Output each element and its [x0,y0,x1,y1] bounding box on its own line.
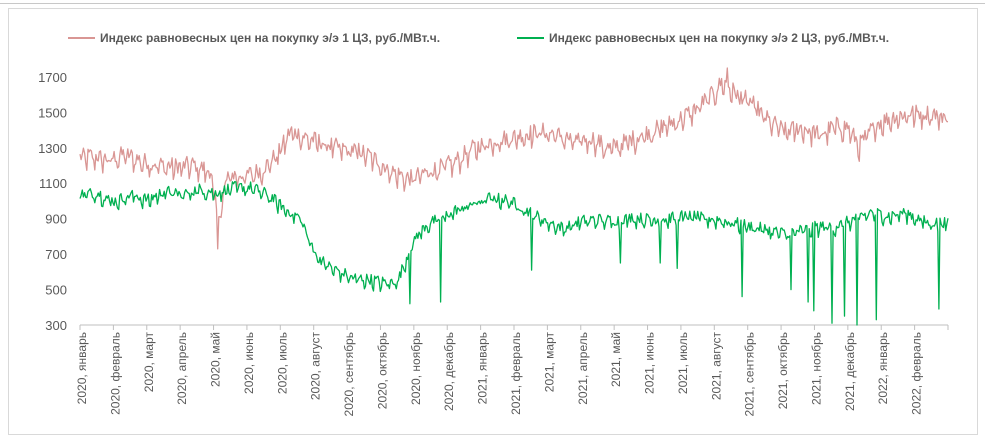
x-tick-label: 2020, февраль [108,332,122,415]
x-tick-label: 2021, июль [676,332,690,394]
y-tick-label: 1300 [38,141,67,156]
plot-area [79,67,949,326]
x-tick-label: 2021, апрель [576,332,590,405]
x-tick-label: 2022, февраль [910,332,924,415]
y-tick-label: 1100 [39,176,67,191]
x-tick-label: 2021, июнь [643,332,657,394]
y-tick-label: 700 [45,247,67,262]
x-tick-label: 2021, февраль [509,332,523,415]
legend-label-series-1: Индекс равновесных цен на покупку э/э 1 … [100,31,440,45]
legend-label-series-2: Индекс равновесных цен на покупку э/э 2 … [549,31,889,45]
x-tick-label: 2020, ноябрь [409,332,423,405]
x-tick-label: 2020, июль [275,332,289,394]
x-tick-label: 2021, март [542,332,556,393]
x-tick-label: 2020, август [309,332,323,401]
top-border-line [0,0,985,4]
y-tick-label: 1700 [38,70,67,85]
x-tick-label: 2020, май [209,332,223,387]
x-tick-label: 2021, ноябрь [809,332,823,405]
x-tick-label: 2021, май [609,332,623,387]
x-tick-label: 2021, январь [476,332,490,404]
x-tick-label: 2022, январь [876,332,890,404]
x-tick-label: 2021, декабрь [843,332,857,411]
x-tick-label: 2020, март [142,332,156,393]
series-line-2 [79,181,949,326]
x-tick-label: 2020, октябрь [375,332,389,409]
series-line-1 [79,67,949,250]
x-tick-label: 2020, июнь [242,332,256,394]
x-tick-label: 2020, декабрь [442,332,456,411]
y-axis: 300 500 700 900 1100 1300 1500 1700 [38,70,67,333]
x-axis: 2020, январь 2020, февраль 2020, март 2020,… [75,324,949,416]
y-tick-label: 300 [45,318,67,333]
y-tick-label: 1500 [38,105,67,120]
chart-frame [8,8,978,435]
x-tick-label: 2020, сентябрь [342,332,356,416]
x-tick-label: 2020, апрель [175,332,189,405]
x-tick-label: 2020, январь [75,332,89,404]
x-tick-label: 2021, октябрь [776,332,790,409]
x-tick-label: 2021, сентябрь [743,332,757,416]
x-tick-label: 2021, август [709,332,723,401]
y-tick-label: 900 [45,212,67,227]
y-tick-label: 500 [45,283,67,298]
chart-legend: Индекс равновесных цен на покупку э/э 1 … [68,31,889,45]
